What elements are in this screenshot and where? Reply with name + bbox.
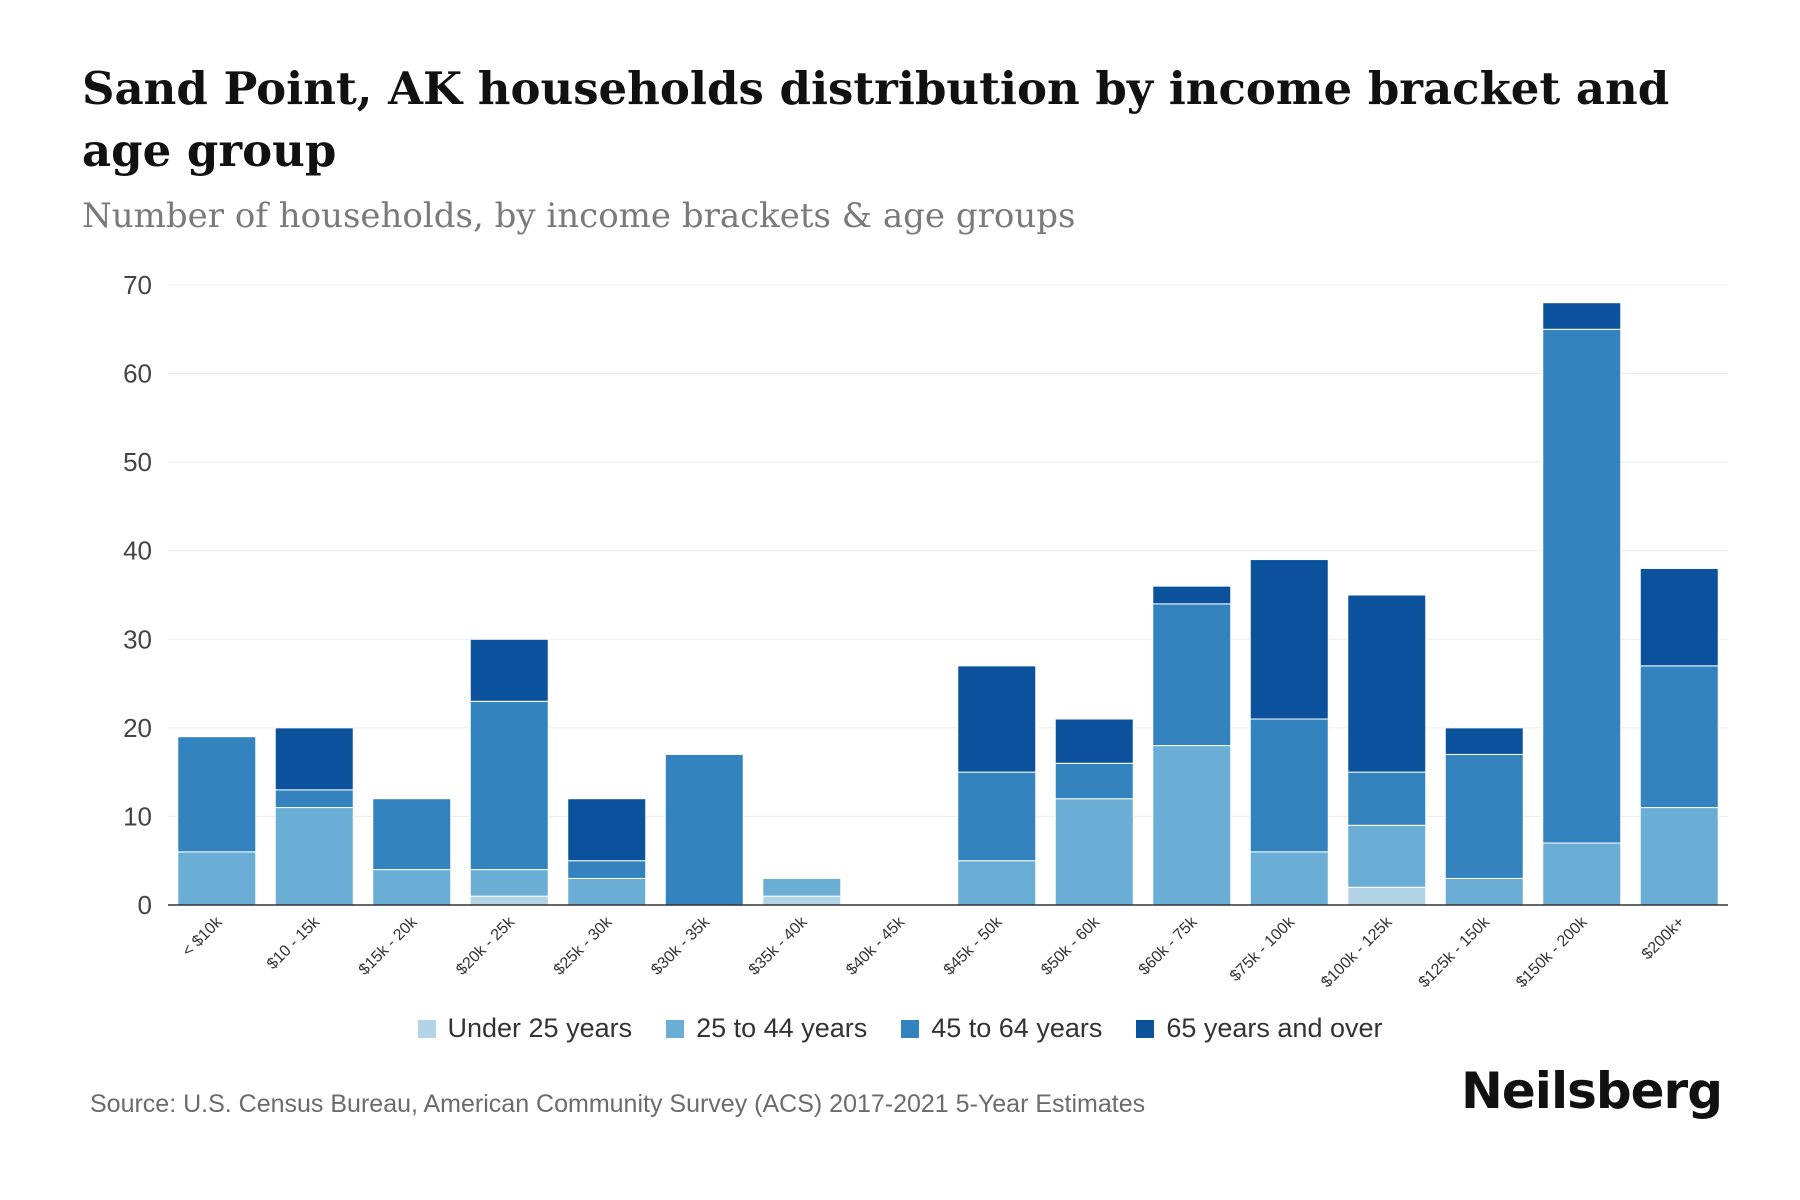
legend-item: 25 to 44 years: [666, 1013, 867, 1044]
bar-segment: [1639, 807, 1719, 906]
bar-segment: [1639, 567, 1719, 667]
x-tick-label: $20k - 25k: [453, 913, 519, 979]
y-tick-label: 70: [123, 270, 152, 300]
y-tick-label: 10: [123, 801, 152, 831]
legend-label: 25 to 44 years: [696, 1013, 868, 1043]
x-tick-label: $40k - 45k: [843, 913, 909, 979]
x-tick-label: $125k - 150k: [1416, 913, 1494, 991]
chart-title: Sand Point, AK households distribution b…: [82, 62, 1670, 177]
bar-segment: [1542, 302, 1622, 330]
x-tick-label: $25k - 30k: [551, 913, 617, 979]
y-tick-label: 50: [123, 447, 152, 477]
x-tick-label: $50k - 60k: [1038, 913, 1104, 979]
brand-logo: Neilsberg: [1461, 1062, 1723, 1120]
bar-segment: [1444, 727, 1524, 755]
bar-segment: [1249, 851, 1329, 906]
bar-segment: [177, 736, 257, 853]
bar-segment: [1347, 824, 1427, 888]
bar-segment: [1152, 585, 1232, 605]
x-tick-label: $200k+: [1639, 914, 1688, 963]
bar-segment: [1542, 328, 1622, 844]
bar-segment: [469, 869, 549, 897]
bar-segment: [469, 638, 549, 702]
x-tick-label: < $10k: [179, 913, 226, 960]
bar-segment: [567, 877, 647, 906]
y-tick-label: 40: [123, 536, 152, 566]
bar-segment: [1249, 559, 1329, 720]
legend-label: 45 to 64 years: [931, 1013, 1103, 1043]
bar-segment: [762, 877, 842, 897]
bar-segment: [274, 789, 354, 809]
stacked-bar-chart: 0 10 20 30 40 50 60 70 < $10k $10 - 15k $15k - 20k…: [123, 270, 1728, 991]
bar-segment: [1347, 886, 1427, 906]
legend-label: 65 years and over: [1166, 1013, 1383, 1043]
bar-segment: [469, 700, 549, 871]
bar-segment: [1542, 842, 1622, 906]
bar-segment: [1054, 762, 1134, 800]
legend-swatch: [417, 1019, 436, 1038]
bar-segment: [177, 851, 257, 906]
bar-segment: [567, 860, 647, 879]
bar-segment: [1249, 718, 1329, 853]
x-tick-label: $60k - 75k: [1136, 913, 1202, 979]
x-tick-label: $45k - 50k: [941, 913, 1007, 979]
legend-item: Under 25 years: [417, 1013, 633, 1044]
bar-segment: [372, 869, 452, 906]
bar-segment: [1152, 745, 1232, 906]
bar-segment: [1347, 771, 1427, 826]
legend-swatch: [901, 1019, 920, 1038]
bar-segment: [1152, 603, 1232, 747]
bar-segment: [957, 860, 1037, 906]
bar-segment: [1639, 665, 1719, 809]
chart-subtitle: Number of households, by income brackets…: [82, 196, 1076, 236]
bar-segment: [762, 895, 842, 906]
legend-swatch: [666, 1019, 685, 1038]
x-tick-label: $10 - 15k: [264, 913, 324, 973]
x-tick-label: $15k - 20k: [356, 913, 422, 979]
bar-segment: [469, 895, 549, 906]
bar-segment: [372, 798, 452, 871]
x-tick-label: $150k - 200k: [1513, 913, 1591, 991]
legend-item: 65 years and over: [1136, 1013, 1383, 1044]
source-note: Source: U.S. Census Bureau, American Com…: [90, 1090, 1146, 1118]
bar-segment: [274, 807, 354, 906]
y-tick-label: 60: [123, 359, 152, 389]
bar-segment: [664, 753, 744, 906]
bar-segment: [957, 665, 1037, 773]
bar-segment: [567, 798, 647, 862]
legend-swatch: [1136, 1019, 1155, 1038]
x-tick-label: $100k - 125k: [1318, 913, 1396, 991]
x-tick-label: $35k - 40k: [746, 913, 812, 979]
bar-segment: [1054, 798, 1134, 906]
legend-item: 45 to 64 years: [901, 1013, 1102, 1044]
bar-segment: [957, 771, 1037, 862]
chart-legend: Under 25 years 25 to 44 years 45 to 64 yea…: [0, 1013, 1800, 1044]
legend-label: Under 25 years: [447, 1013, 633, 1043]
x-tick-label: $75k - 100k: [1227, 913, 1299, 985]
bar-segment: [1347, 594, 1427, 773]
y-tick-label: 0: [138, 890, 152, 920]
bar-segment: [274, 727, 354, 791]
bar-segment: [1444, 877, 1524, 906]
y-tick-label: 30: [123, 624, 152, 654]
bar-segment: [1054, 718, 1134, 764]
x-tick-label: $30k - 35k: [648, 913, 714, 979]
y-tick-label: 20: [123, 713, 152, 743]
bar-segment: [1444, 753, 1524, 879]
